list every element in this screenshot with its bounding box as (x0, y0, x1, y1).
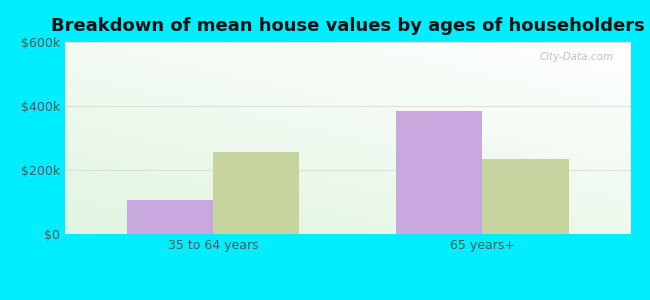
Bar (213, 152, 299, 234)
Text: City-Data.com: City-Data.com (540, 52, 614, 61)
Bar (127, 200, 213, 234)
Bar (396, 111, 482, 234)
Title: Breakdown of mean house values by ages of householders: Breakdown of mean house values by ages o… (51, 17, 645, 35)
Bar (482, 159, 569, 234)
